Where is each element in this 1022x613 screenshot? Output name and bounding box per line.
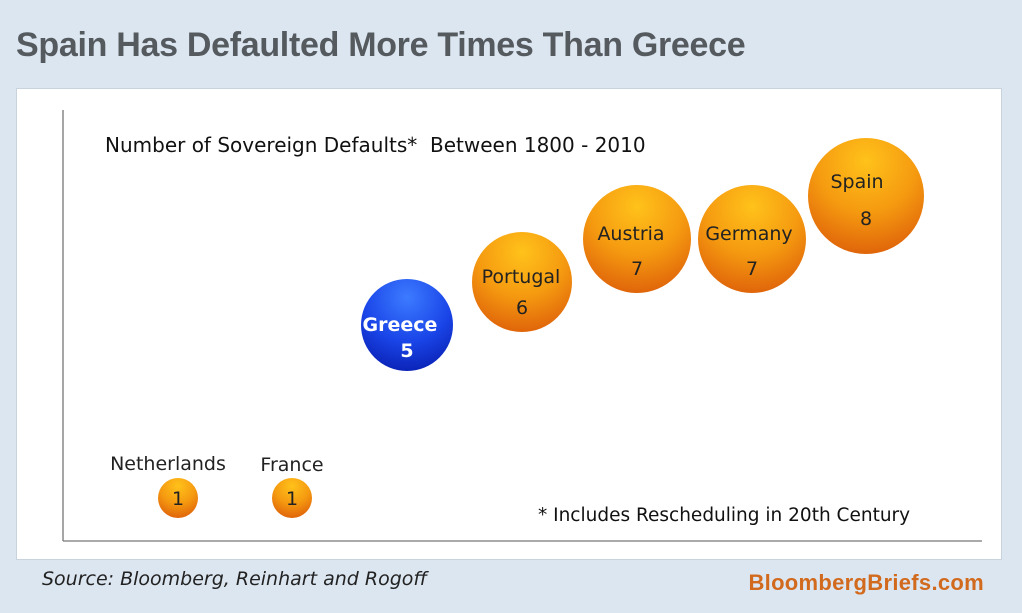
bubble-value-netherlands: 1: [172, 488, 184, 510]
bubble-france: [272, 478, 312, 518]
bubble-germany: [698, 185, 806, 293]
brand-logo[interactable]: BloombergBriefs.com: [748, 570, 984, 595]
chart-footnote: * Includes Rescheduling in 20th Century: [538, 505, 910, 526]
source-note: Source: Bloomberg, Reinhart and Rogoff: [42, 568, 428, 590]
bubble-label-greece: Greece: [363, 314, 438, 336]
bubble-label-france: France: [260, 454, 323, 476]
bubble-portugal: [472, 232, 572, 332]
bubble-label-spain: Spain: [830, 171, 883, 193]
bubble-value-france: 1: [286, 488, 298, 510]
bubble-value-austria: 7: [631, 258, 643, 280]
bubble-spain: [808, 138, 924, 254]
bubble-value-spain: 8: [860, 208, 872, 230]
bubble-value-greece: 5: [400, 340, 413, 362]
bubble-netherlands: [158, 478, 198, 518]
bubble-greece: [361, 279, 453, 371]
bubble-label-germany: Germany: [705, 223, 792, 245]
bubble-label-portugal: Portugal: [482, 266, 561, 288]
bubble-value-portugal: 6: [516, 297, 528, 319]
bubble-value-germany: 7: [746, 258, 758, 280]
bubble-group: Netherlands 1 France 1 Greece 5 Portugal 6 Austr…: [110, 138, 924, 518]
page-title: Spain Has Defaulted More Times Than Gree…: [16, 26, 746, 64]
chart-title: Number of Sovereign Defaults* Between 18…: [105, 133, 646, 157]
bubble-label-netherlands: Netherlands: [110, 453, 226, 475]
bubble-label-austria: Austria: [597, 223, 664, 245]
bubble-austria: [583, 185, 691, 293]
